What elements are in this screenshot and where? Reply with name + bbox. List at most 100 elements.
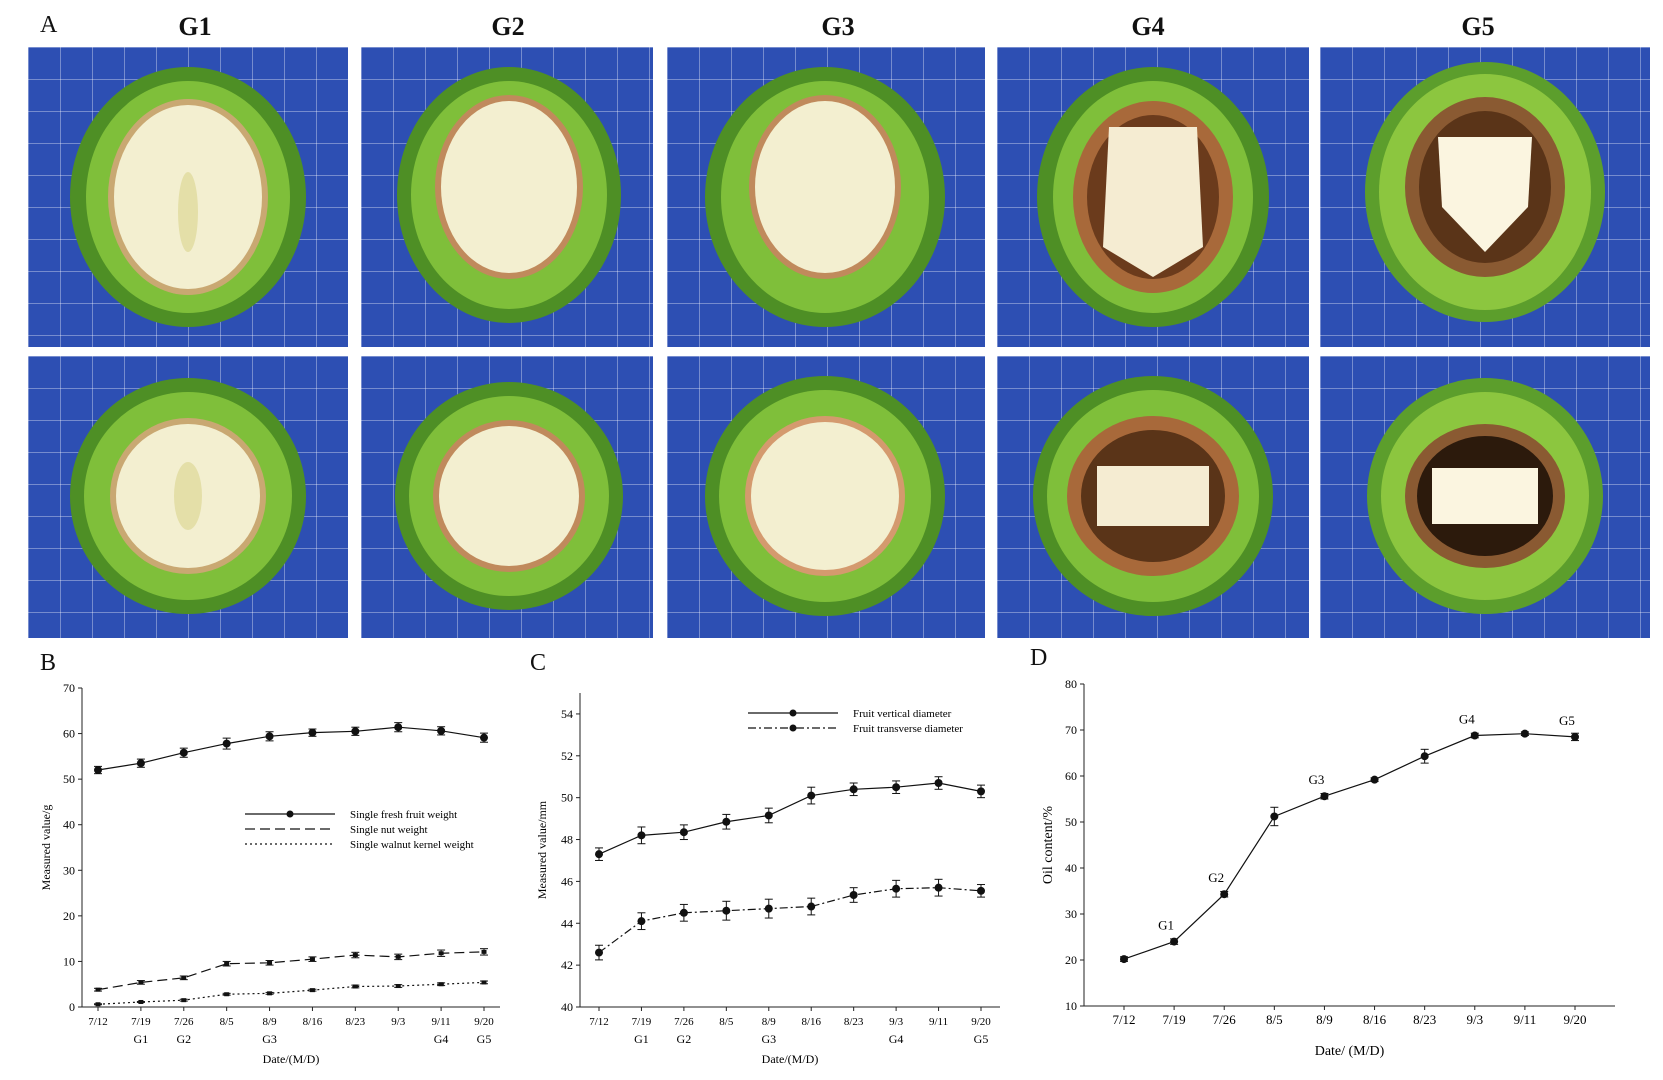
y-tick-label: 40 <box>561 1000 573 1014</box>
stage-point-label: G2 <box>1208 870 1224 885</box>
y-tick-label: 0 <box>69 1000 75 1014</box>
panel-letter-a: A <box>40 12 58 38</box>
data-point <box>394 723 403 732</box>
data-point <box>437 726 446 735</box>
data-point <box>309 988 315 993</box>
x-tick-label: 8/16 <box>303 1016 323 1028</box>
series-line-0 <box>598 782 982 855</box>
walnut-section-illustration <box>1367 378 1603 614</box>
data-point <box>480 733 488 742</box>
x-axis-label: Date/(M/D) <box>762 1052 819 1066</box>
x-tick-label: 8/5 <box>220 1016 235 1028</box>
y-axis-label: Oil content/% <box>1041 806 1056 884</box>
stage-point-label: G5 <box>1559 713 1575 728</box>
stage-mark-label: G2 <box>176 1032 191 1046</box>
data-point <box>849 891 858 900</box>
y-tick-label: 40 <box>1065 861 1077 875</box>
data-point <box>481 949 487 954</box>
x-tick-label: 9/11 <box>1514 1012 1537 1027</box>
data-point <box>438 951 444 956</box>
data-point <box>977 886 985 895</box>
photo-g2-transverse <box>361 356 653 638</box>
y-tick-label: 50 <box>561 791 573 805</box>
photo-g4-transverse <box>997 356 1309 638</box>
data-point <box>395 954 401 959</box>
x-axis-label: Date/ (M/D) <box>1315 1044 1385 1059</box>
legend-label: Single nut weight <box>350 824 428 836</box>
stage-mark-label: G2 <box>677 1032 692 1046</box>
x-tick-label: 8/5 <box>719 1016 734 1028</box>
data-point <box>679 828 688 837</box>
x-tick-label: 8/9 <box>263 1016 278 1028</box>
data-point <box>224 992 230 997</box>
x-tick-label: 8/16 <box>801 1016 821 1028</box>
x-tick-label: 9/3 <box>889 1016 904 1028</box>
series-line-2 <box>97 981 485 1005</box>
data-point <box>94 766 102 775</box>
y-tick-label: 30 <box>1065 907 1077 921</box>
stage-point-label: G4 <box>1459 712 1475 727</box>
y-tick-label: 70 <box>1065 723 1077 737</box>
y-tick-label: 50 <box>63 772 75 786</box>
data-point <box>95 987 101 992</box>
stage-label-g5: G5 <box>1461 12 1495 41</box>
data-point <box>265 732 274 741</box>
stage-mark-label: G1 <box>634 1032 649 1046</box>
data-point <box>179 748 188 757</box>
data-point <box>1120 955 1128 964</box>
data-point <box>892 783 901 792</box>
series-line-0 <box>1123 733 1576 960</box>
data-point <box>595 948 603 957</box>
data-point <box>764 904 773 913</box>
walnut-section-illustration <box>395 382 623 610</box>
stage-point-label: G3 <box>1308 772 1324 787</box>
walnut-section-illustration <box>397 67 621 323</box>
y-tick-label: 20 <box>1065 953 1077 967</box>
data-point <box>637 831 646 840</box>
x-tick-label: 9/11 <box>432 1016 451 1028</box>
stage-mark-label: G1 <box>134 1032 149 1046</box>
stage-mark-label: G3 <box>262 1032 277 1046</box>
data-point <box>849 785 858 794</box>
x-tick-label: 7/26 <box>1213 1012 1237 1027</box>
y-tick-label: 70 <box>63 681 75 695</box>
y-tick-label: 60 <box>63 727 75 741</box>
x-tick-label: 7/12 <box>1112 1012 1135 1027</box>
data-point <box>764 811 773 820</box>
photo-g3-longitudinal <box>667 47 985 347</box>
data-point <box>481 980 487 985</box>
x-tick-label: 9/20 <box>971 1016 991 1028</box>
x-tick-label: 7/12 <box>589 1016 609 1028</box>
x-tick-label: 9/20 <box>474 1016 494 1028</box>
data-point <box>181 975 187 980</box>
data-point <box>267 960 273 965</box>
walnut-section-illustration <box>1037 67 1269 327</box>
data-point <box>977 787 985 796</box>
data-point <box>138 999 144 1004</box>
series-line-1 <box>598 887 982 954</box>
walnut-section-illustration <box>70 378 306 614</box>
data-point <box>395 984 401 989</box>
data-point <box>1270 812 1279 821</box>
data-point <box>308 728 317 737</box>
series-line-0 <box>97 726 485 771</box>
y-tick-label: 52 <box>561 749 573 763</box>
data-point <box>181 998 187 1003</box>
legend-label: Fruit transverse diameter <box>853 723 963 735</box>
y-tick-label: 48 <box>561 833 573 847</box>
chart-b-fruit-weight: 0 10 20 30 40 50 60 70 7/12 7/19 G1 7/26 G2 8/5 8/9 G3 8… <box>39 681 500 1066</box>
photo-g5-transverse <box>1320 356 1650 638</box>
stage-label-g2: G2 <box>491 12 525 41</box>
walnut-section-illustration <box>705 376 945 616</box>
y-axis-label: Measured value/mm <box>535 800 549 899</box>
data-point <box>222 739 231 748</box>
x-tick-label: 9/3 <box>391 1016 406 1028</box>
stage-mark-label: G5 <box>974 1032 989 1046</box>
panel-letter-c: C <box>530 650 547 676</box>
stage-label-g1: G1 <box>178 12 212 41</box>
y-tick-label: 42 <box>561 958 573 972</box>
photo-g1-transverse <box>28 356 348 638</box>
x-tick-label: 7/12 <box>88 1016 108 1028</box>
data-point <box>892 884 901 893</box>
data-point <box>1170 937 1179 946</box>
